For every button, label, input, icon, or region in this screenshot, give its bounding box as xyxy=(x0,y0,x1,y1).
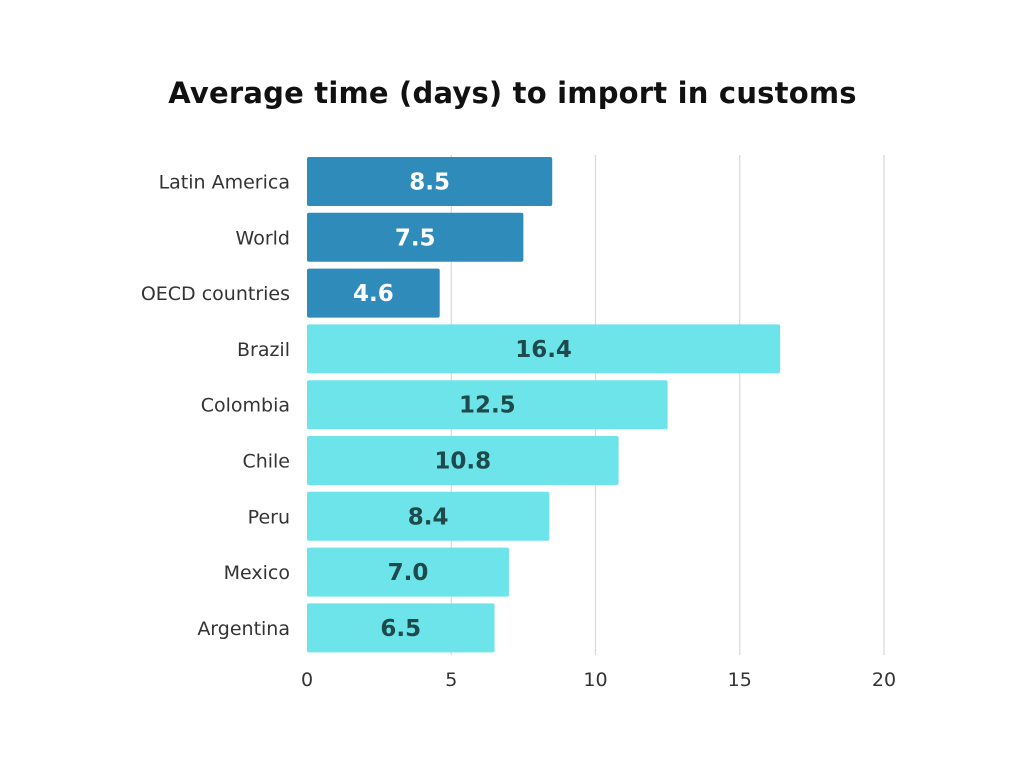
bar xyxy=(307,157,553,206)
x-tick-label: 20 xyxy=(872,669,896,691)
category-label: Latin America xyxy=(159,172,290,194)
value-label: 16.4 xyxy=(515,337,572,363)
bar xyxy=(307,268,440,318)
value-label: 8.5 xyxy=(409,170,450,196)
category-label: Mexico xyxy=(224,562,290,584)
x-tick-label: 15 xyxy=(728,669,752,691)
category-label: Chile xyxy=(242,451,290,473)
x-tick-label: 5 xyxy=(445,669,457,691)
value-label: 4.6 xyxy=(353,281,394,307)
value-label: 8.4 xyxy=(408,504,449,530)
value-label: 6.5 xyxy=(380,616,421,642)
value-label: 7.5 xyxy=(395,225,436,251)
x-tick-label: 10 xyxy=(583,669,607,691)
bar xyxy=(307,491,550,541)
value-label: 7.0 xyxy=(388,560,429,586)
category-label: Argentina xyxy=(197,618,290,640)
bar xyxy=(307,212,524,262)
bar xyxy=(307,380,668,430)
category-label: Peru xyxy=(248,506,290,528)
bar xyxy=(307,436,619,485)
category-label: Colombia xyxy=(201,395,290,417)
x-tick-label: 0 xyxy=(301,669,313,691)
category-label: Brazil xyxy=(237,339,290,361)
value-label: 12.5 xyxy=(459,393,516,419)
bar xyxy=(307,547,509,597)
category-label: World xyxy=(236,227,290,249)
bar xyxy=(307,324,781,374)
chart-title: Average time (days) to import in customs xyxy=(168,76,857,110)
value-label: 10.8 xyxy=(434,449,491,475)
bar xyxy=(307,603,495,653)
category-label: OECD countries xyxy=(141,283,290,305)
